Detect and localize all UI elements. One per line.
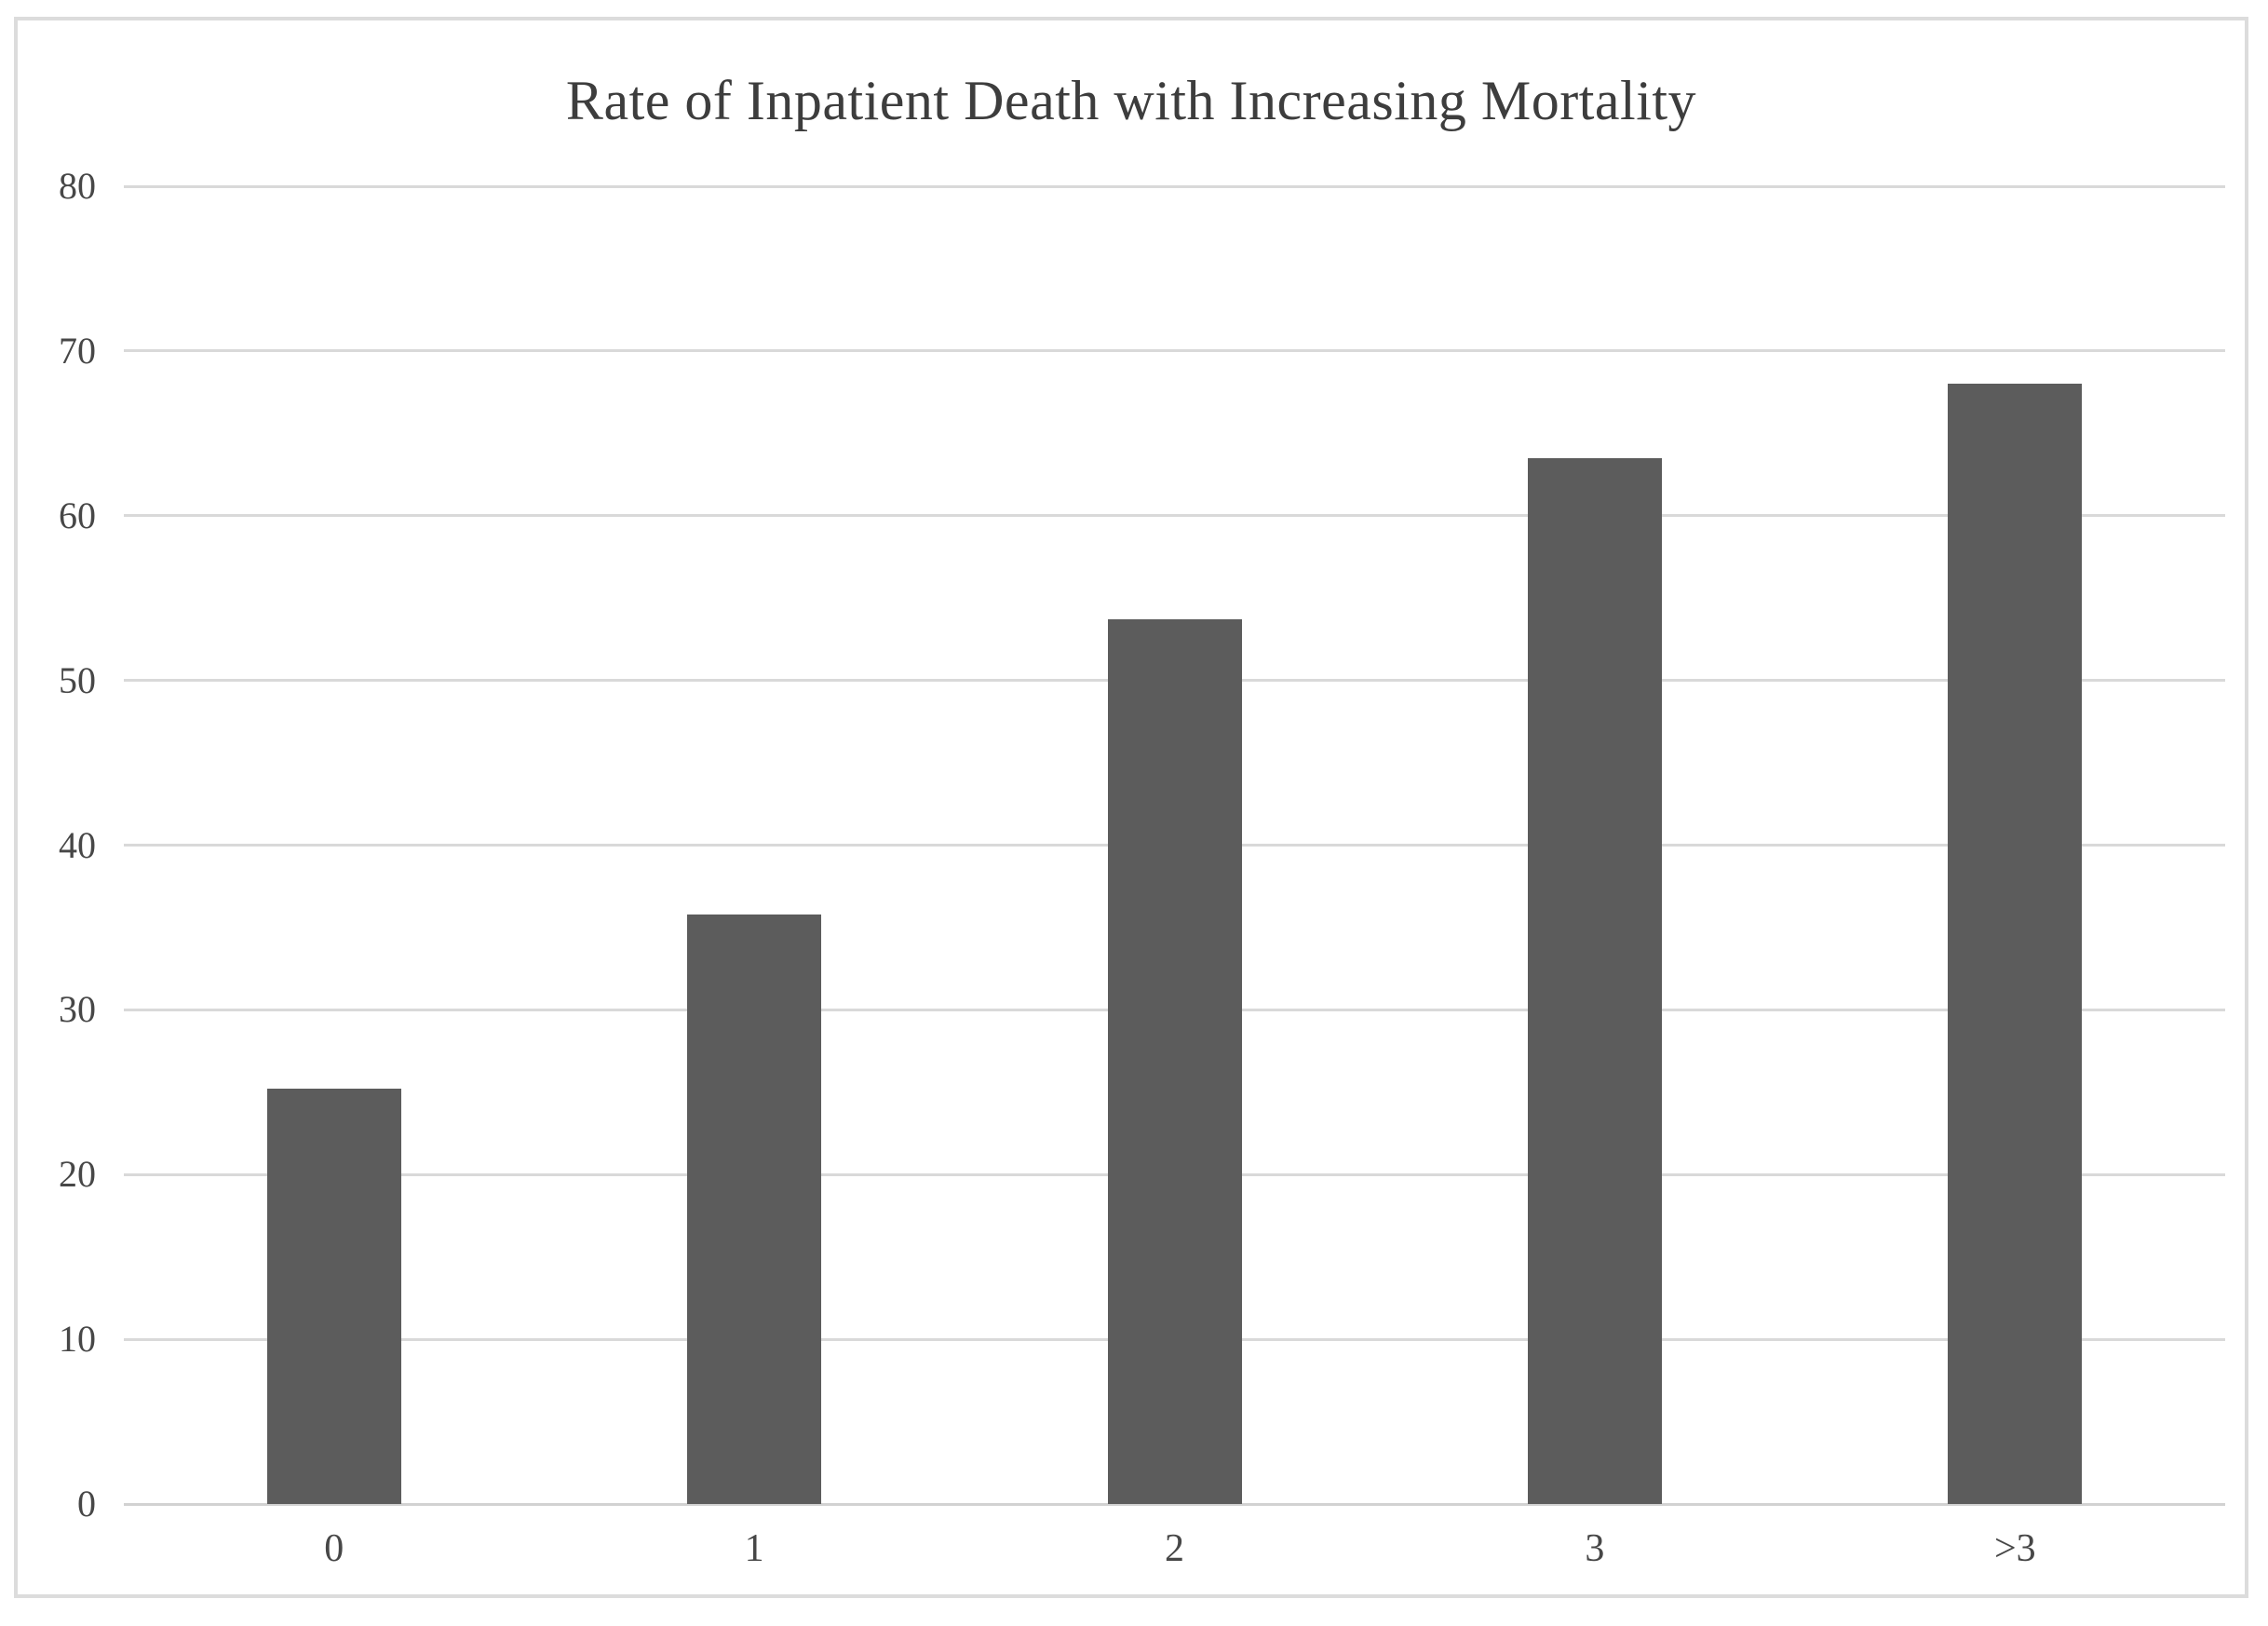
gridline [124, 514, 2225, 518]
y-tick-label: 20 [59, 1153, 96, 1196]
bar-category->3 [1948, 384, 2083, 1504]
chart-frame: Rate of Inpatient Death with Increasing … [14, 17, 2248, 1598]
x-tick-label: >3 [1993, 1527, 2036, 1570]
x-tick-label: 3 [1585, 1527, 1605, 1570]
x-tick-label: 1 [744, 1527, 764, 1570]
x-axis-line [124, 1502, 2225, 1506]
bar-category-3 [1527, 457, 1662, 1504]
gridline [124, 349, 2225, 353]
x-tick-label: 0 [324, 1527, 344, 1570]
bar-category-1 [687, 914, 822, 1504]
y-tick-label: 0 [77, 1483, 96, 1524]
bar-category-2 [1107, 619, 1242, 1504]
y-tick-label: 40 [59, 823, 96, 866]
y-tick-label: 70 [59, 329, 96, 372]
gridline [124, 184, 2225, 188]
y-tick-label: 60 [59, 494, 96, 536]
x-tick-label: 2 [1164, 1527, 1184, 1570]
bar-category-0 [266, 1089, 401, 1504]
chart-title: Rate of Inpatient Death with Increasing … [565, 70, 1697, 131]
y-tick-label: 50 [59, 658, 96, 701]
y-tick-label: 30 [59, 988, 96, 1031]
y-tick-label: 10 [59, 1318, 96, 1361]
y-tick-label: 80 [59, 165, 96, 207]
